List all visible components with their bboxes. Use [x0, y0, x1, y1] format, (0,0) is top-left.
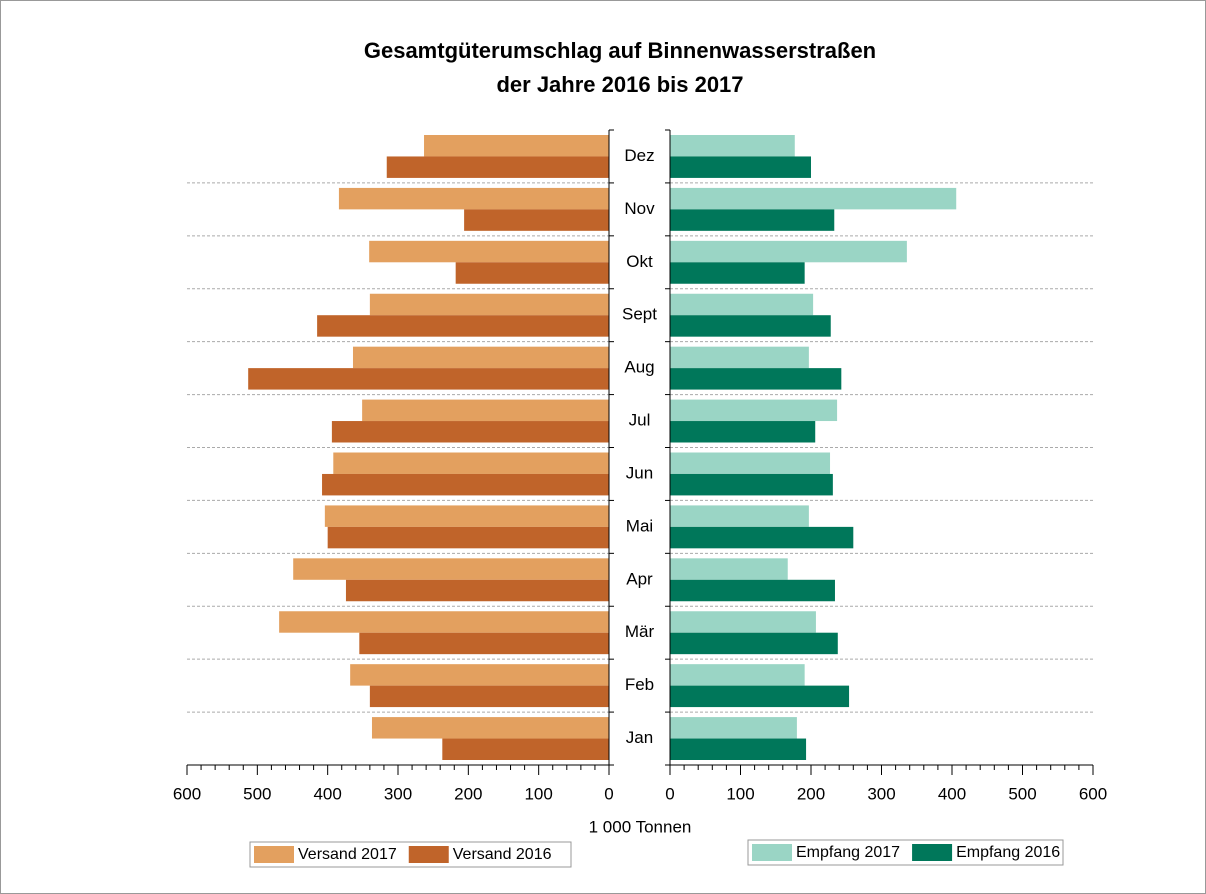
bar: [455, 262, 609, 284]
x-axis-label: 1 000 Tonnen: [589, 817, 692, 836]
bar: [331, 421, 609, 443]
legend-swatch: [752, 844, 792, 861]
bar: [345, 579, 609, 602]
x-tick-label: 300: [384, 784, 412, 803]
bar: [670, 346, 809, 369]
bar: [464, 209, 609, 231]
bar: [293, 558, 609, 580]
legend-label: Empfang 2017: [796, 844, 900, 861]
legend-swatch: [408, 846, 449, 863]
category-label: Sept: [622, 305, 657, 324]
x-tick-label: 200: [454, 784, 482, 803]
bar: [670, 505, 809, 527]
bar: [670, 717, 797, 739]
bar: [333, 452, 609, 474]
bar: [371, 717, 609, 739]
x-tick-label: 100: [524, 784, 552, 803]
category-label: Jan: [626, 728, 653, 747]
bar: [369, 685, 609, 708]
bar: [670, 187, 957, 210]
bar: [670, 293, 814, 316]
bar: [670, 421, 816, 443]
chart-title: der Jahre 2016 bis 2017: [496, 72, 743, 97]
x-tick-label: 400: [313, 784, 341, 803]
category-label: Apr: [626, 569, 653, 588]
legend-swatch: [254, 846, 294, 863]
bar: [386, 156, 609, 178]
x-tick-label: 100: [726, 784, 754, 803]
bar: [670, 579, 835, 602]
bar: [670, 315, 831, 337]
bar: [670, 240, 907, 263]
bar: [317, 315, 609, 337]
category-label: Dez: [624, 146, 654, 165]
bar: [670, 368, 842, 390]
bar: [670, 399, 838, 422]
x-tick-label: 0: [604, 784, 613, 803]
x-tick-label: 500: [243, 784, 271, 803]
bar: [279, 611, 609, 633]
bar: [670, 632, 838, 655]
bar: [352, 346, 609, 369]
category-label: Jun: [626, 463, 653, 482]
bar: [670, 452, 831, 474]
category-label: Nov: [624, 199, 655, 218]
bar: [670, 135, 795, 157]
x-tick-label: 400: [938, 784, 966, 803]
category-label: Mär: [625, 622, 655, 641]
bar: [670, 611, 816, 633]
x-tick-label: 600: [1079, 784, 1107, 803]
x-tick-label: 600: [173, 784, 201, 803]
x-tick-label: 300: [867, 784, 895, 803]
bar: [670, 526, 854, 549]
legend-label: Versand 2017: [298, 846, 397, 863]
legend-label: Empfang 2016: [956, 844, 1060, 861]
bar: [248, 368, 609, 390]
category-label: Aug: [624, 358, 654, 377]
category-label: Jul: [629, 411, 651, 430]
bar: [362, 399, 609, 422]
bar: [327, 526, 609, 549]
bar: [670, 738, 807, 760]
category-label: Okt: [626, 252, 653, 271]
bar: [369, 293, 609, 316]
category-label: Feb: [625, 675, 654, 694]
bar: [670, 558, 788, 580]
bar: [670, 262, 805, 284]
legend-label: Versand 2016: [453, 846, 552, 863]
bar: [670, 664, 805, 686]
x-tick-label: 0: [665, 784, 674, 803]
bar: [670, 156, 811, 178]
category-label: Mai: [626, 516, 653, 535]
bar: [670, 685, 850, 708]
bar: [424, 135, 609, 157]
bar: [350, 664, 609, 686]
bar: [670, 473, 833, 496]
bar: [670, 209, 835, 231]
chart-title: Gesamtgüterumschlag auf Binnenwasserstra…: [364, 38, 876, 63]
bar: [322, 473, 609, 496]
legend-box: [747, 839, 1064, 866]
bar: [324, 505, 609, 527]
bar: [359, 632, 609, 655]
x-tick-label: 200: [797, 784, 825, 803]
bar: [338, 187, 609, 210]
x-tick-label: 500: [1008, 784, 1036, 803]
bar: [369, 240, 609, 263]
legend-swatch: [912, 844, 953, 861]
bar: [442, 738, 609, 760]
